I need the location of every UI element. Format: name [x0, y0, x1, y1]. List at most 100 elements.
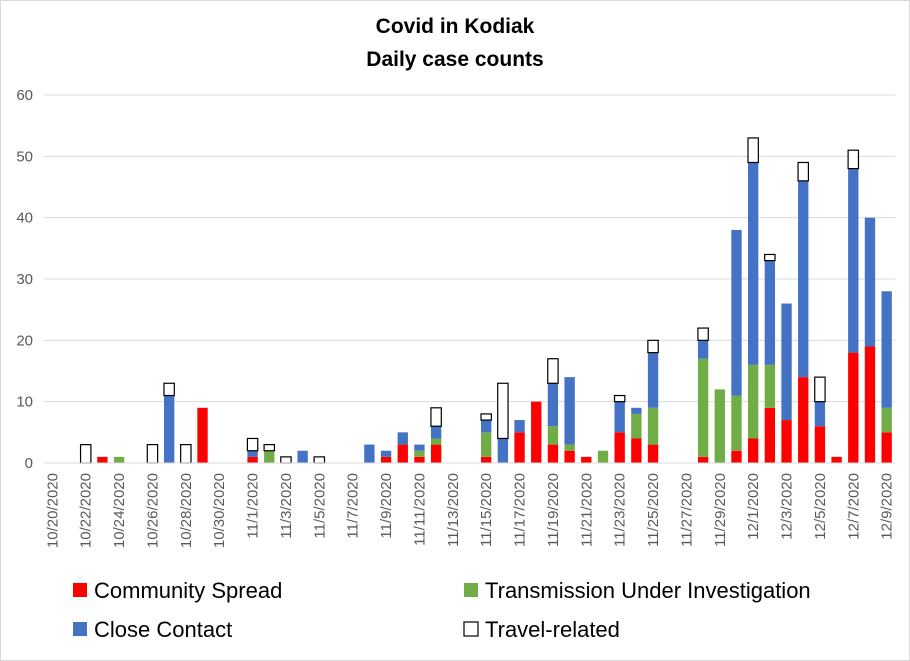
x-tick-label: 12/9/2020: [879, 473, 896, 540]
bar-close-contact: [547, 383, 559, 427]
bar-community-spread: [697, 456, 709, 463]
bar-community-spread: [531, 401, 542, 463]
bar-close-contact: [414, 444, 425, 451]
bar-community-spread: [247, 456, 258, 463]
bar-close-contact: [397, 432, 408, 445]
legend-label-community-spread: Community Spread: [94, 578, 282, 603]
bar-travel-related: [180, 444, 192, 464]
x-tick-label: 11/27/2020: [678, 473, 695, 547]
bar-close-contact: [764, 260, 776, 365]
bar-transmission-under-investigation: [747, 364, 759, 439]
bar-travel-related: [547, 358, 559, 384]
bar-close-contact: [564, 377, 575, 445]
bar-community-spread: [631, 438, 642, 463]
y-tick-label: 60: [16, 87, 33, 104]
bar-travel-related: [280, 456, 292, 464]
x-tick-label: 11/13/2020: [445, 473, 462, 547]
x-tick-label: 10/28/2020: [178, 473, 195, 548]
bar-travel-related: [163, 382, 175, 397]
bar-transmission-under-investigation: [564, 444, 575, 451]
bar-transmission-under-investigation: [481, 432, 492, 457]
bar-close-contact: [731, 229, 742, 396]
x-tick-label: 10/26/2020: [144, 473, 161, 548]
bar-close-contact: [297, 450, 308, 463]
bar-close-contact: [814, 401, 826, 427]
bar-close-contact: [430, 426, 442, 439]
x-tick-label: 11/1/2020: [245, 473, 262, 539]
x-axis-ticks: 10/20/2020 10/22/2020 10/24/2020 10/26/2020…: [44, 473, 895, 548]
x-tick-label: 11/9/2020: [378, 473, 395, 539]
x-tick-label: 12/1/2020: [745, 473, 762, 540]
x-tick-label: 11/11/2020: [411, 473, 428, 546]
bar-community-spread: [97, 456, 108, 463]
bar-transmission-under-investigation: [714, 389, 725, 463]
bar-transmission-under-investigation: [597, 450, 609, 463]
bar-transmission-under-investigation: [414, 450, 425, 457]
bar-community-spread: [731, 450, 742, 463]
bar-community-spread: [764, 407, 776, 463]
legend-swatch-community-spread: [73, 583, 87, 597]
bar-transmission-under-investigation: [264, 450, 275, 463]
bar-close-contact: [647, 352, 659, 408]
bar-close-contact: [864, 217, 876, 347]
y-tick-label: 50: [16, 148, 33, 165]
x-tick-label: 10/30/2020: [211, 473, 228, 548]
bar-close-contact: [380, 450, 392, 457]
y-tick-label: 10: [16, 394, 33, 411]
bar-travel-related: [747, 137, 759, 164]
chart-subtitle: Daily case counts: [366, 48, 543, 71]
bar-close-contact: [781, 303, 792, 421]
legend-label-travel-related: Travel-related: [485, 617, 620, 642]
bar-transmission-under-investigation: [113, 456, 125, 463]
y-tick-label: 30: [16, 271, 33, 288]
bar-travel-related: [497, 382, 509, 440]
x-tick-label: 12/5/2020: [812, 473, 829, 540]
bar-travel-related: [797, 161, 809, 182]
bar-travel-related: [246, 437, 259, 452]
x-tick-label: 12/3/2020: [779, 473, 796, 540]
x-tick-label: 11/7/2020: [345, 473, 362, 539]
x-tick-label: 11/3/2020: [278, 473, 295, 539]
bar-community-spread: [814, 426, 826, 463]
bar-community-spread: [831, 456, 842, 463]
bar-travel-related: [263, 444, 276, 452]
bar-community-spread: [647, 444, 659, 463]
bar-travel-related: [647, 339, 659, 354]
bar-community-spread: [614, 432, 625, 463]
bar-community-spread: [581, 456, 592, 463]
bar-close-contact: [163, 395, 175, 463]
y-tick-label: 40: [16, 210, 33, 227]
legend: Community Spread Transmission Under Inves…: [73, 578, 811, 642]
bar-community-spread: [430, 444, 442, 463]
bar-close-contact: [481, 420, 492, 433]
x-tick-label: 11/23/2020: [612, 473, 629, 547]
x-tick-label: 11/5/2020: [311, 473, 328, 539]
bar-community-spread: [397, 444, 408, 463]
x-tick-label: 11/15/2020: [478, 473, 495, 547]
bar-community-spread: [747, 438, 759, 463]
bar-travel-related: [480, 413, 492, 421]
bar-transmission-under-investigation: [430, 438, 442, 445]
y-axis-ticks: 0 10 20 30 40 50 60: [16, 87, 33, 472]
bar-community-spread: [481, 456, 492, 463]
bar-community-spread: [564, 450, 575, 463]
bar-community-spread: [798, 377, 809, 463]
bar-transmission-under-investigation: [764, 364, 776, 408]
bar-transmission-under-investigation: [731, 395, 742, 451]
bar-community-spread: [864, 346, 876, 463]
bar-community-spread: [380, 456, 392, 463]
x-tick-label: 11/29/2020: [712, 473, 729, 547]
bar-travel-related: [697, 327, 709, 341]
bar-close-contact: [798, 180, 809, 378]
bar-transmission-under-investigation: [547, 426, 559, 445]
bar-travel-related: [814, 376, 826, 403]
chart-title: Covid in Kodiak: [376, 15, 535, 38]
bar-transmission-under-investigation: [697, 358, 709, 457]
bar-close-contact: [697, 340, 709, 359]
bar-transmission-under-investigation: [881, 407, 892, 433]
bar-community-spread: [848, 352, 859, 463]
legend-swatch-travel-related: [463, 621, 479, 637]
x-tick-label: 11/19/2020: [545, 473, 562, 547]
bar-close-contact: [631, 407, 642, 414]
